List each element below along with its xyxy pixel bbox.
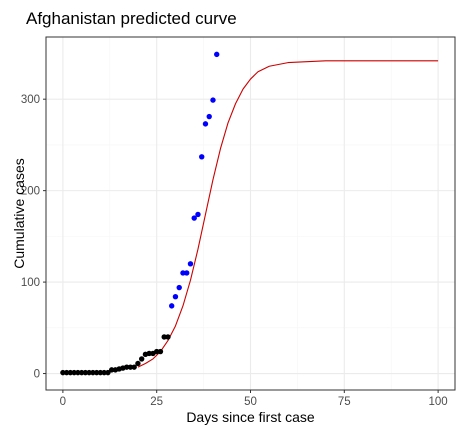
data-point <box>101 369 107 376</box>
data-point <box>202 121 209 127</box>
chart-title: Afghanistan predicted curve <box>26 9 237 28</box>
y-axis-title: Cumulative cases <box>11 158 27 269</box>
x-tick-label: 100 <box>429 396 448 408</box>
y-tick-label: 100 <box>21 277 40 289</box>
data-point <box>63 369 70 376</box>
x-tick-label: 75 <box>338 396 351 408</box>
data-point <box>206 113 212 120</box>
data-point <box>60 369 66 376</box>
data-point <box>138 356 145 362</box>
data-point <box>108 367 115 373</box>
data-point <box>97 369 104 376</box>
data-point <box>86 369 92 376</box>
data-point <box>146 350 152 357</box>
data-point <box>78 369 85 376</box>
data-point <box>71 369 77 376</box>
data-point <box>75 369 81 376</box>
data-point <box>169 303 175 309</box>
data-point <box>165 334 171 340</box>
y-tick-label: 0 <box>34 369 40 381</box>
x-axis-title: Days since first case <box>186 409 315 425</box>
data-point <box>184 270 190 276</box>
data-point <box>191 215 197 221</box>
data-point <box>127 364 134 370</box>
data-point <box>157 348 164 355</box>
data-point <box>187 261 194 267</box>
data-point <box>210 97 216 103</box>
data-point <box>214 51 220 58</box>
data-point <box>93 369 100 376</box>
data-point <box>176 284 182 291</box>
x-tick-label: 50 <box>244 396 257 408</box>
x-tick-label: 0 <box>60 396 66 408</box>
y-tick-label: 200 <box>21 186 40 198</box>
x-tick-label: 25 <box>150 396 163 408</box>
data-point <box>199 154 205 160</box>
predicted-curve-line <box>137 60 439 368</box>
data-point <box>153 348 160 355</box>
grid-lines <box>46 37 455 390</box>
data-point <box>105 369 111 376</box>
data-point <box>135 360 141 367</box>
data-marks <box>60 51 439 376</box>
data-point <box>131 364 137 370</box>
data-point <box>161 334 167 340</box>
data-point <box>195 211 201 218</box>
data-point <box>172 294 179 300</box>
data-point <box>123 364 130 370</box>
data-point <box>180 270 186 276</box>
data-point <box>82 369 89 376</box>
data-point <box>90 369 96 376</box>
axes: 0 25 50 75 100 0 100 200 300 <box>21 94 448 408</box>
y-tick-label: 300 <box>21 94 40 106</box>
data-point <box>67 369 74 376</box>
